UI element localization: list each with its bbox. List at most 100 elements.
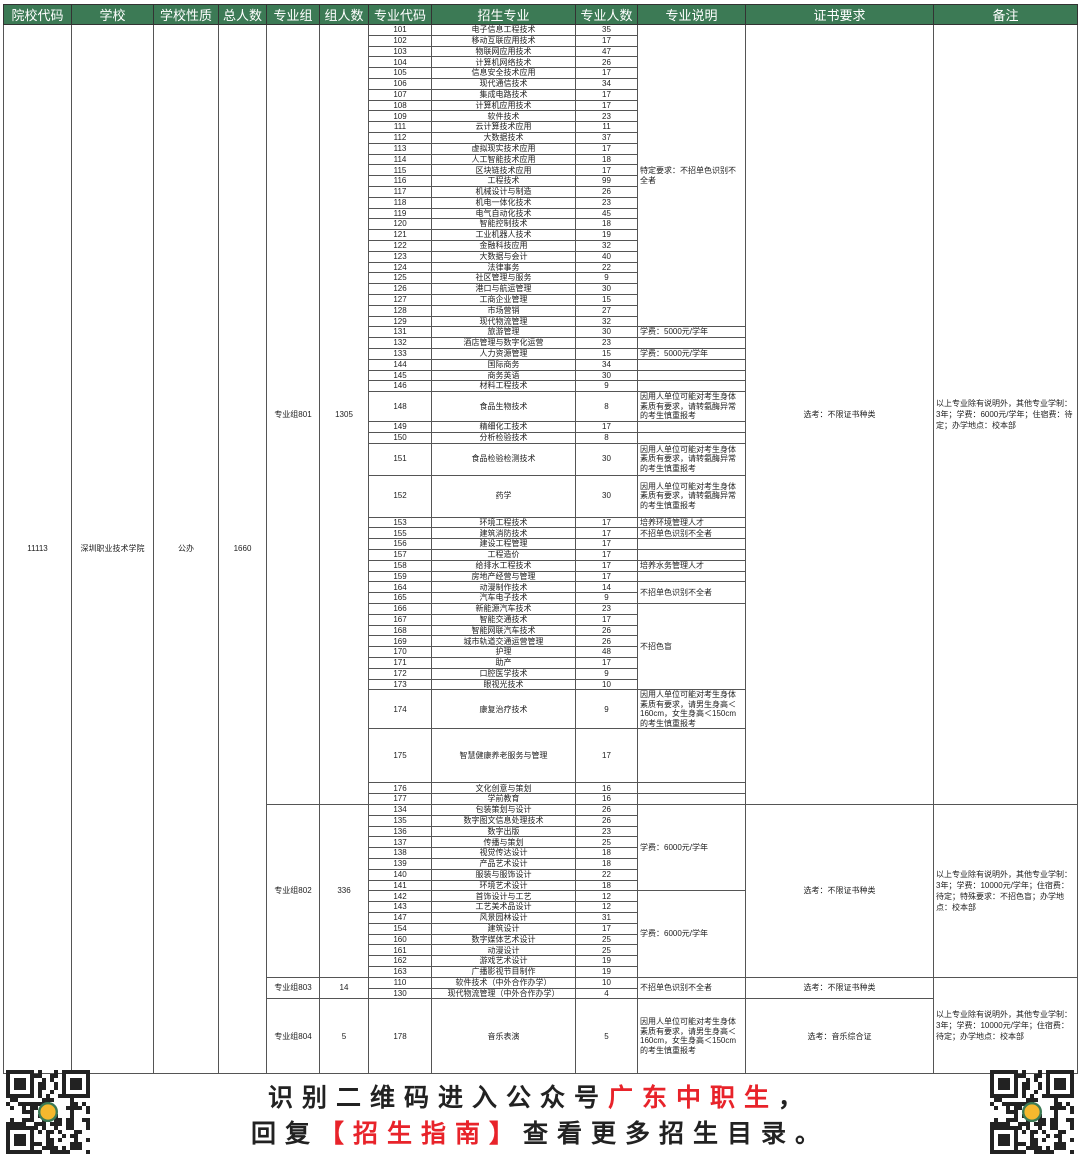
qr-module xyxy=(990,1142,994,1146)
qr-module xyxy=(1002,1102,1006,1106)
qr-module xyxy=(34,1142,38,1146)
major-note xyxy=(637,782,746,795)
major-count: 17 xyxy=(575,728,638,784)
major-count: 26 xyxy=(575,814,638,827)
major-count: 9 xyxy=(575,689,638,730)
qr-module xyxy=(22,1118,26,1122)
major-code: 115 xyxy=(368,164,432,177)
major-code: 147 xyxy=(368,912,432,924)
qr-module xyxy=(1002,1094,1006,1098)
major-name: 精细化工技术 xyxy=(431,421,576,433)
major-count: 31 xyxy=(575,912,638,924)
footer-text: 查看更多招生目录。 xyxy=(523,1121,830,1148)
qr-module xyxy=(1070,1110,1074,1114)
major-count: 9 xyxy=(575,272,638,285)
qr-module xyxy=(50,1122,54,1126)
major-count: 37 xyxy=(575,131,638,144)
qr-module xyxy=(1034,1138,1038,1142)
major-name: 广播影视节目制作 xyxy=(431,965,576,978)
qr-module xyxy=(1022,1150,1026,1154)
major-count: 17 xyxy=(575,99,638,112)
qr-module xyxy=(1070,1078,1074,1082)
qr-module xyxy=(14,1150,18,1154)
qr-module xyxy=(1022,1094,1026,1098)
qr-module xyxy=(1014,1134,1018,1138)
qr-module xyxy=(86,1150,90,1154)
major-name: 服装与服饰设计 xyxy=(431,868,576,881)
qr-module xyxy=(1014,1078,1018,1082)
major-code: 148 xyxy=(368,391,432,423)
qr-module xyxy=(46,1094,50,1098)
major-count: 26 xyxy=(575,635,638,648)
major-code: 121 xyxy=(368,229,432,241)
qr-module xyxy=(34,1106,38,1110)
qr-module xyxy=(54,1122,58,1126)
qr-module xyxy=(30,1090,34,1094)
qr-module xyxy=(42,1126,46,1130)
qr-module xyxy=(1058,1102,1062,1106)
qr-module xyxy=(990,1094,994,1098)
qr-module xyxy=(46,1146,50,1150)
qr-module xyxy=(1014,1070,1018,1074)
qr-module xyxy=(1034,1074,1038,1078)
qr-module xyxy=(1014,1082,1018,1086)
major-count: 16 xyxy=(575,793,638,806)
major-name: 电气自动化技术 xyxy=(431,207,576,220)
major-code: 138 xyxy=(368,847,432,860)
major-name: 眼视光技术 xyxy=(431,678,576,691)
qr-module xyxy=(22,1106,26,1110)
qr-module xyxy=(58,1122,62,1126)
qr-module xyxy=(78,1082,82,1086)
major-code: 153 xyxy=(368,516,432,529)
qr-module xyxy=(62,1090,66,1094)
qr-module xyxy=(86,1094,90,1098)
qr-module xyxy=(70,1126,74,1130)
major-name: 房地产经营与管理 xyxy=(431,570,576,583)
footer-text: ， xyxy=(778,1085,813,1112)
qr-module xyxy=(22,1078,26,1082)
major-name: 学前教育 xyxy=(431,793,576,806)
qr-module xyxy=(42,1078,46,1082)
major-count: 35 xyxy=(575,24,638,36)
major-note xyxy=(637,337,746,349)
qr-module xyxy=(1054,1126,1058,1130)
major-row: 115 区块链技术应用 17 xyxy=(4,164,1078,177)
qr-module xyxy=(74,1142,78,1146)
qr-module xyxy=(10,1098,14,1102)
major-count: 9 xyxy=(575,592,638,605)
major-count: 26 xyxy=(575,56,638,69)
qr-module xyxy=(30,1134,34,1138)
qr-module xyxy=(1038,1074,1042,1078)
qr-module xyxy=(1014,1106,1018,1110)
qr-module xyxy=(1054,1118,1058,1122)
qr-module xyxy=(998,1094,1002,1098)
qr-module xyxy=(18,1142,22,1146)
qr-module xyxy=(86,1118,90,1122)
qr-module xyxy=(30,1126,34,1130)
qr-module xyxy=(998,1098,1002,1102)
qr-module xyxy=(54,1070,58,1074)
qr-module xyxy=(1070,1150,1074,1154)
major-row: 174 康复治疗技术 9 因用人单位可能对考生身体素质有要求，请男生身高＜160cm，… xyxy=(4,689,1078,730)
qr-module xyxy=(1054,1122,1058,1126)
footer: 识别二维码进入公众号广东中职生， 回复【招生指南】查看更多招生目录。 xyxy=(0,1048,1080,1167)
major-count: 17 xyxy=(575,538,638,551)
qr-module xyxy=(1022,1082,1026,1086)
qr-module xyxy=(38,1142,42,1146)
major-count: 17 xyxy=(575,570,638,583)
major-code: 150 xyxy=(368,431,432,444)
major-note xyxy=(637,358,746,371)
qr-module xyxy=(1070,1122,1074,1126)
qr-module xyxy=(1058,1086,1062,1090)
qr-module xyxy=(1054,1098,1058,1102)
major-count: 17 xyxy=(575,164,638,177)
column-header: 专业说明 xyxy=(637,4,746,25)
qr-module xyxy=(86,1078,90,1082)
qr-module xyxy=(42,1082,46,1086)
qr-module xyxy=(6,1138,10,1142)
qr-module xyxy=(18,1126,22,1130)
qr-module xyxy=(1010,1110,1014,1114)
major-code: 170 xyxy=(368,646,432,659)
major-count: 15 xyxy=(575,347,638,360)
major-name: 现代通信技术 xyxy=(431,77,576,90)
